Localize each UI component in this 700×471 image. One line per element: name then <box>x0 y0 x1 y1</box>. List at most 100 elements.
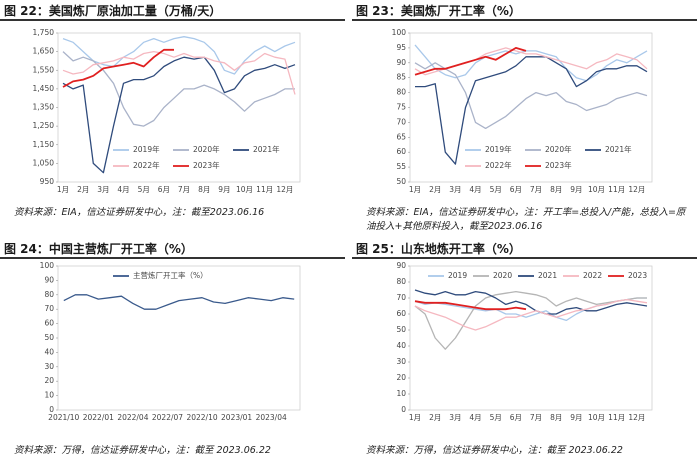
y-tick-label: 100 <box>392 28 407 37</box>
chart: 950 1,050 1,150 1,250 1,350 1,450 1,550 1,650 1,… <box>33 28 301 194</box>
x-tick-label: 10月 <box>236 185 253 194</box>
legend-label: 2022年 <box>133 160 160 170</box>
legend-label: 2023年 <box>545 160 572 170</box>
y-tick-label: 30 <box>44 362 54 371</box>
series-line <box>414 62 648 130</box>
x-tick-label: 2023/04 <box>256 413 287 422</box>
panel: 图 25：山东地炼开工率（%） 资料来源：万得，信达证券研发中心，注：截至 202… <box>352 238 697 470</box>
x-tick-label: 8月 <box>198 185 210 194</box>
panel: 图 24：中国主营炼厂开工率（%） 资料来源：万得，信达证券研发中心，注：截至 2… <box>0 238 345 470</box>
y-tick-label: 70 <box>396 293 406 302</box>
x-tick-label: 6月 <box>510 185 522 194</box>
y-tick-label: 40 <box>44 347 54 356</box>
x-tick-label: 2022/04 <box>117 413 148 422</box>
x-tick-label: 8月 <box>550 413 562 422</box>
chart-title: 图 22：美国炼厂原油加工量（万桶/天） <box>4 4 222 18</box>
series-line <box>414 44 648 82</box>
y-tick-label: 20 <box>44 376 54 385</box>
y-tick-label: 60 <box>396 309 406 318</box>
y-tick-label: 100 <box>40 261 55 270</box>
y-tick-label: 40 <box>396 341 406 350</box>
rule <box>352 257 697 259</box>
y-tick-label: 75 <box>396 103 406 112</box>
series-line <box>414 298 648 331</box>
chart-title: 图 23：美国炼厂开工率（%） <box>356 4 521 18</box>
y-tick-label: 90 <box>44 275 54 284</box>
y-tick-label: 70 <box>396 117 406 126</box>
x-tick-label: 1月 <box>409 185 421 194</box>
chart-title: 图 24：中国主营炼厂开工率（%） <box>4 242 193 256</box>
x-tick-label: 7月 <box>178 185 190 194</box>
x-tick-label: 2022/07 <box>152 413 183 422</box>
legend-label: 2020年 <box>193 144 220 154</box>
x-tick-label: 3月 <box>97 185 109 194</box>
y-tick-label: 10 <box>396 389 406 398</box>
y-tick-label: 80 <box>396 277 406 286</box>
x-tick-label: 2023/01 <box>221 413 252 422</box>
legend-label: 2021年 <box>605 144 632 154</box>
x-tick-label: 9月 <box>570 185 582 194</box>
x-tick-label: 6月 <box>510 413 522 422</box>
series-line <box>414 47 527 76</box>
legend-label: 2023年 <box>193 160 220 170</box>
x-tick-label: 2月 <box>429 185 441 194</box>
y-tick-label: 1,150 <box>33 140 55 149</box>
source: 资料来源：万得，信达证券研发中心，注：截至 2023.06.22 <box>14 445 271 456</box>
y-tick-label: 20 <box>396 373 406 382</box>
y-tick-label: 1,750 <box>33 28 55 37</box>
y-tick-label: 70 <box>44 304 54 313</box>
source: 资料来源：EIA，信达证券研发中心，注：截至2023.06.16 <box>14 207 265 218</box>
x-tick-label: 9月 <box>218 185 230 194</box>
x-tick-label: 9月 <box>570 413 582 422</box>
series-line <box>63 294 295 310</box>
y-tick-label: 95 <box>396 43 406 52</box>
y-tick-label: 1,350 <box>33 103 55 112</box>
y-tick-label: 60 <box>44 319 54 328</box>
plot-frame <box>409 32 653 183</box>
x-tick-label: 7月 <box>530 413 542 422</box>
legend-label: 2021年 <box>253 144 280 154</box>
chart: 50 55 60 65 70 75 80 85 90 95 100 1月 2月 3月 4月 5月 6月 7月 8月 9… <box>392 28 653 194</box>
plot-frame <box>409 265 653 411</box>
y-tick-label: 50 <box>396 177 406 186</box>
chart: 0 10 20 30 40 50 60 70 80 90 1月 2月 3月 4月 5月 6月 7月 8月 9月 10月… <box>396 261 653 422</box>
y-tick-label: 60 <box>396 147 406 156</box>
y-tick-label: 65 <box>396 132 406 141</box>
rule <box>352 19 697 21</box>
x-tick-label: 5月 <box>490 185 502 194</box>
y-tick-label: 10 <box>44 391 54 400</box>
x-tick-label: 1月 <box>57 185 69 194</box>
x-tick-label: 2022/10 <box>186 413 217 422</box>
x-tick-label: 2022/01 <box>83 413 114 422</box>
x-tick-label: 10月 <box>588 413 605 422</box>
x-tick-label: 4月 <box>117 185 129 194</box>
y-tick-label: 30 <box>396 357 406 366</box>
chart-title: 图 25：山东地炼开工率（%） <box>356 242 521 256</box>
panel: 图 22：美国炼厂原油加工量（万桶/天） 资料来源：EIA，信达证券研发中心，注：… <box>0 0 345 232</box>
x-tick-label: 4月 <box>469 185 481 194</box>
x-tick-label: 8月 <box>550 185 562 194</box>
x-tick-label: 5月 <box>490 413 502 422</box>
y-tick-label: 90 <box>396 261 406 270</box>
series-line <box>62 48 174 88</box>
x-tick-label: 3月 <box>449 413 461 422</box>
source: 资料来源：EIA，信达证券研发中心，注：开工率=总投入/产能，总投入=原油投入+… <box>366 207 686 232</box>
y-tick-label: 85 <box>396 73 406 82</box>
y-tick-label: 90 <box>396 58 406 67</box>
x-tick-label: 10月 <box>588 185 605 194</box>
x-tick-label: 2月 <box>77 185 89 194</box>
x-tick-label: 2月 <box>429 413 441 422</box>
y-tick-label: 1,450 <box>33 84 55 93</box>
series-line <box>62 50 296 95</box>
legend-label: 2019年 <box>485 144 512 154</box>
legend-label: 2023 <box>628 271 647 280</box>
x-tick-label: 6月 <box>158 185 170 194</box>
y-tick-label: 1,250 <box>33 121 55 130</box>
y-tick-label: 1,550 <box>33 65 55 74</box>
x-tick-label: 7月 <box>530 185 542 194</box>
x-tick-label: 12月 <box>628 413 645 422</box>
legend-label: 2020年 <box>545 144 572 154</box>
x-tick-label: 5月 <box>138 185 150 194</box>
legend-label: 2022年 <box>485 160 512 170</box>
series-line <box>414 290 647 350</box>
